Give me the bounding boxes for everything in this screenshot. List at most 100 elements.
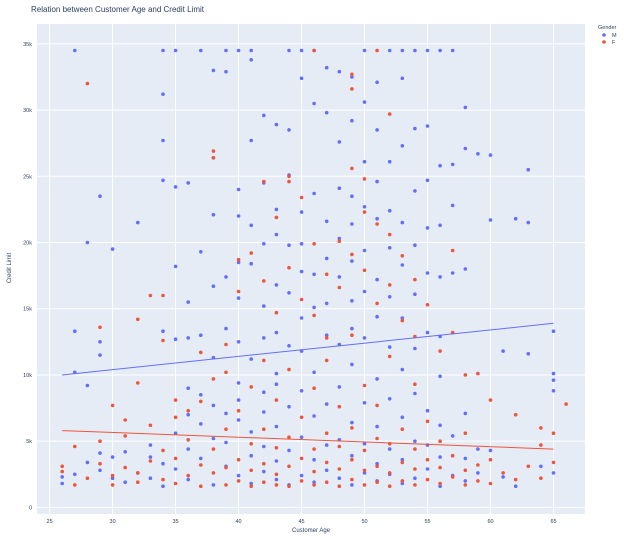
point-f [375, 480, 379, 485]
point-m [488, 153, 493, 157]
point-m [387, 397, 392, 401]
point-f [375, 403, 379, 408]
point-m [362, 336, 367, 340]
point-f [375, 48, 379, 53]
point-f [287, 174, 291, 179]
x-tick-label: 55 [424, 519, 430, 525]
point-m [299, 316, 304, 320]
point-m [324, 443, 329, 447]
point-m [287, 404, 291, 409]
y-tick-label: 15k [23, 307, 32, 313]
point-f [199, 350, 203, 355]
legend-item-m[interactable]: M [602, 33, 617, 39]
point-m [148, 476, 153, 481]
point-m [425, 271, 430, 275]
point-m [387, 246, 392, 250]
point-f [85, 81, 90, 86]
point-m [161, 48, 165, 53]
point-m [236, 473, 241, 478]
point-f [60, 469, 64, 474]
point-f [387, 471, 392, 475]
point-m [274, 122, 279, 127]
point-m [551, 471, 556, 475]
point-f [186, 408, 190, 413]
point-f [350, 426, 354, 430]
point-m [350, 453, 354, 458]
point-m [387, 48, 392, 53]
point-m [274, 371, 279, 376]
point-m [350, 222, 354, 226]
point-m [375, 314, 379, 319]
point-m [186, 300, 190, 304]
point-m [375, 179, 379, 184]
point-f [211, 377, 216, 381]
point-m [375, 424, 379, 429]
point-f [450, 248, 455, 253]
point-f [324, 358, 329, 363]
point-f [526, 464, 531, 469]
point-f [350, 477, 354, 482]
point-f [488, 481, 493, 486]
point-f [136, 317, 140, 322]
point-m [123, 450, 127, 454]
point-m [350, 299, 354, 303]
point-m [161, 461, 165, 466]
point-m [312, 414, 316, 418]
point-f [375, 301, 379, 306]
point-m [425, 48, 430, 53]
point-m [224, 275, 228, 279]
point-f [413, 382, 417, 387]
point-f [425, 457, 430, 462]
point-f [274, 472, 279, 477]
point-m [324, 219, 329, 224]
point-m [262, 390, 266, 395]
point-f [136, 381, 140, 385]
legend-item-f[interactable]: F [602, 40, 616, 46]
point-m [513, 216, 518, 221]
point-f [387, 354, 392, 359]
point-m [236, 398, 241, 402]
point-m [324, 65, 329, 70]
y-axis-ticks: 0 5k 10k 15k 20k 25k 30k 35k [23, 42, 32, 512]
point-m [262, 336, 266, 340]
point-m [362, 248, 367, 253]
point-f [73, 444, 77, 449]
point-m [262, 242, 266, 246]
point-m [236, 418, 241, 422]
point-m [425, 124, 430, 128]
point-m [350, 75, 354, 79]
point-m [526, 220, 531, 225]
point-m [375, 216, 379, 221]
point-m [287, 128, 291, 132]
point-f [476, 479, 480, 483]
point-m [98, 340, 102, 344]
point-m [438, 163, 442, 168]
point-f [299, 415, 304, 420]
point-f [350, 166, 354, 171]
point-f [173, 481, 178, 486]
point-m [211, 284, 216, 289]
point-m [551, 371, 556, 376]
point-m [287, 243, 291, 247]
point-m [73, 472, 77, 477]
point-m [60, 475, 64, 479]
point-m [438, 48, 442, 53]
point-f [224, 465, 228, 470]
point-f [173, 415, 178, 420]
point-m [211, 68, 216, 73]
point-m [173, 431, 178, 436]
point-m [337, 186, 342, 190]
point-f [551, 431, 556, 436]
x-tick-label: 25 [47, 519, 53, 525]
point-f [199, 463, 203, 467]
point-m [476, 447, 480, 451]
point-m [173, 264, 178, 269]
point-m [551, 389, 556, 393]
point-f [312, 313, 316, 318]
point-f [249, 468, 253, 473]
y-tick-label: 0 [29, 505, 32, 511]
point-m [236, 187, 241, 192]
trendline-f [62, 430, 554, 450]
legend[interactable]: Gender MF [598, 25, 617, 46]
point-m [236, 260, 241, 265]
